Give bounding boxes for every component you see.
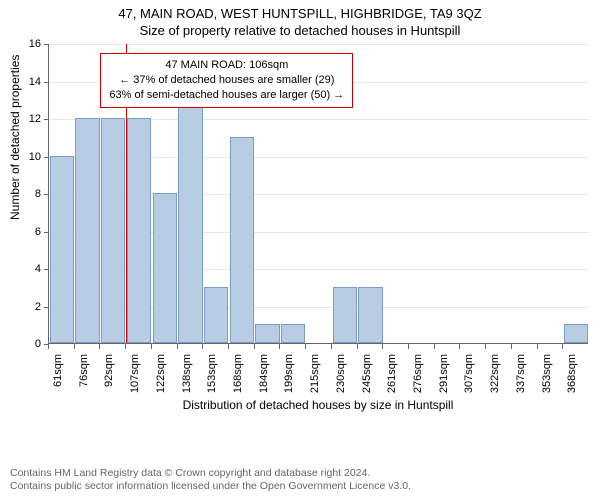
histogram-bar: [50, 156, 74, 344]
x-tick-mark: [48, 344, 49, 349]
y-tick-mark: [44, 44, 49, 45]
x-tick-label: 215sqm: [309, 354, 321, 404]
x-tick-label: 138sqm: [181, 354, 193, 404]
chart-title-line1: 47, MAIN ROAD, WEST HUNTSPILL, HIGHBRIDG…: [0, 0, 600, 21]
y-tick-label: 12: [11, 113, 41, 125]
y-tick-mark: [44, 232, 49, 233]
x-tick-mark: [434, 344, 435, 349]
x-tick-label: 199sqm: [283, 354, 295, 404]
histogram-bar: [75, 118, 99, 343]
x-tick-label: 276sqm: [412, 354, 424, 404]
x-tick-label: 76sqm: [78, 354, 90, 404]
histogram-bar: [127, 118, 151, 343]
x-tick-label: 122sqm: [155, 354, 167, 404]
histogram-bar: [204, 287, 228, 343]
x-tick-mark: [537, 344, 538, 349]
histogram-bar: [153, 193, 177, 343]
x-tick-mark: [485, 344, 486, 349]
x-tick-mark: [74, 344, 75, 349]
x-tick-mark: [202, 344, 203, 349]
histogram-bar: [178, 99, 202, 343]
histogram-bar: [255, 324, 279, 343]
x-tick-label: 291sqm: [438, 354, 450, 404]
plot-area: 024681012141647 MAIN ROAD: 106sqm← 37% o…: [48, 44, 588, 344]
x-tick-label: 153sqm: [206, 354, 218, 404]
y-tick-mark: [44, 269, 49, 270]
y-tick-mark: [44, 157, 49, 158]
chart-container: 47, MAIN ROAD, WEST HUNTSPILL, HIGHBRIDG…: [0, 0, 600, 500]
y-tick-mark: [44, 119, 49, 120]
x-tick-label: 322sqm: [489, 354, 501, 404]
y-tick-mark: [44, 194, 49, 195]
y-tick-label: 6: [11, 226, 41, 238]
y-tick-label: 10: [11, 151, 41, 163]
x-tick-label: 307sqm: [463, 354, 475, 404]
y-tick-label: 2: [11, 301, 41, 313]
footer-line2: Contains public sector information licen…: [10, 480, 411, 494]
histogram-bar: [281, 324, 305, 343]
y-tick-label: 0: [11, 338, 41, 350]
histogram-bar: [101, 118, 125, 343]
annotation-line1: 47 MAIN ROAD: 106sqm: [109, 58, 344, 73]
x-tick-mark: [511, 344, 512, 349]
x-tick-label: 245sqm: [361, 354, 373, 404]
annotation-box: 47 MAIN ROAD: 106sqm← 37% of detached ho…: [100, 53, 353, 108]
x-tick-label: 168sqm: [232, 354, 244, 404]
x-tick-mark: [125, 344, 126, 349]
footer-line1: Contains HM Land Registry data © Crown c…: [10, 467, 411, 481]
x-tick-label: 107sqm: [129, 354, 141, 404]
x-tick-label: 368sqm: [566, 354, 578, 404]
x-tick-label: 230sqm: [335, 354, 347, 404]
y-tick-label: 8: [11, 188, 41, 200]
x-tick-label: 353sqm: [541, 354, 553, 404]
y-tick-label: 14: [11, 76, 41, 88]
x-tick-mark: [177, 344, 178, 349]
x-tick-label: 261sqm: [386, 354, 398, 404]
histogram-bar: [333, 287, 357, 343]
annotation-line3: 63% of semi-detached houses are larger (…: [109, 88, 344, 103]
x-tick-mark: [357, 344, 358, 349]
histogram-bar: [564, 324, 588, 343]
y-tick-label: 16: [11, 38, 41, 50]
y-tick-mark: [44, 82, 49, 83]
x-tick-mark: [151, 344, 152, 349]
x-tick-mark: [254, 344, 255, 349]
y-tick-mark: [44, 307, 49, 308]
footer-attribution: Contains HM Land Registry data © Crown c…: [10, 467, 411, 494]
y-tick-label: 4: [11, 263, 41, 275]
x-tick-mark: [382, 344, 383, 349]
x-tick-mark: [459, 344, 460, 349]
gridline: [49, 44, 589, 45]
x-tick-mark: [408, 344, 409, 349]
x-tick-mark: [562, 344, 563, 349]
x-tick-mark: [279, 344, 280, 349]
chart-title-line2: Size of property relative to detached ho…: [0, 21, 600, 38]
annotation-line2: ← 37% of detached houses are smaller (29…: [109, 73, 344, 88]
chart-area: 024681012141647 MAIN ROAD: 106sqm← 37% o…: [48, 44, 588, 406]
x-tick-mark: [305, 344, 306, 349]
x-tick-mark: [331, 344, 332, 349]
histogram-bar: [230, 137, 254, 343]
x-tick-mark: [99, 344, 100, 349]
x-tick-label: 92sqm: [103, 354, 115, 404]
x-tick-label: 184sqm: [258, 354, 270, 404]
x-tick-label: 337sqm: [515, 354, 527, 404]
x-tick-label: 61sqm: [52, 354, 64, 404]
histogram-bar: [358, 287, 382, 343]
x-tick-mark: [228, 344, 229, 349]
